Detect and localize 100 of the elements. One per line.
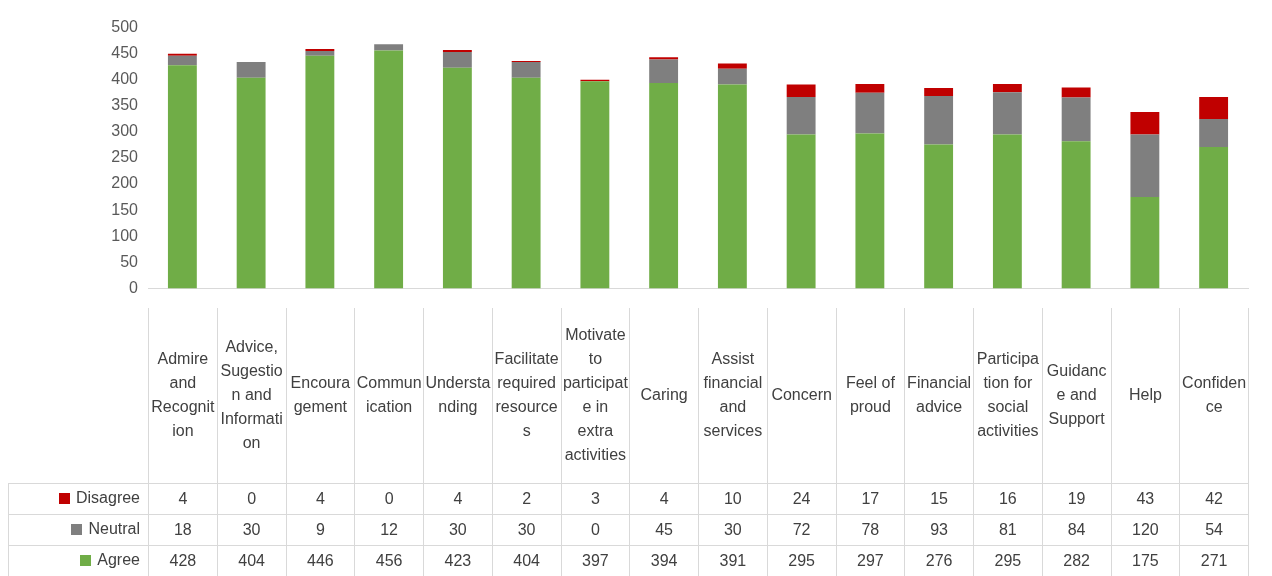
x-tick-label: Participation for social activities: [973, 308, 1043, 483]
y-tick-label: 250: [111, 148, 139, 166]
bar: [717, 84, 747, 289]
bar: [992, 92, 1022, 135]
data-label: 93: [904, 514, 974, 545]
bar: [855, 133, 885, 289]
bar: [1199, 96, 1229, 119]
data-label: 423: [423, 545, 493, 576]
data-label: 10: [698, 483, 768, 514]
data-label: 16: [973, 483, 1043, 514]
data-label: 4: [629, 483, 699, 514]
data-label: 72: [767, 514, 836, 545]
data-label: 4: [423, 483, 493, 514]
y-tick-label: 400: [111, 70, 139, 88]
data-label: 2: [492, 483, 561, 514]
data-label: 24: [767, 483, 836, 514]
bar: [717, 63, 747, 69]
x-tick-label: Facilitate required resources: [492, 308, 561, 483]
data-label: 19: [1042, 483, 1111, 514]
bar: [717, 68, 747, 85]
data-label: 0: [217, 483, 286, 514]
data-label: 394: [629, 545, 699, 576]
data-label: 175: [1111, 545, 1180, 576]
bar: [511, 62, 541, 78]
bar: [855, 83, 885, 93]
data-label: 4: [286, 483, 355, 514]
bar: [1199, 118, 1229, 148]
bar: [1130, 112, 1160, 135]
legend-label: Neutral: [88, 520, 140, 539]
data-label: 276: [904, 545, 974, 576]
bar: [786, 96, 816, 135]
data-label: 456: [354, 545, 424, 576]
data-label: 404: [217, 545, 286, 576]
bar: [924, 144, 954, 289]
bar: [1061, 97, 1091, 142]
bar: [305, 51, 335, 56]
data-label: 81: [973, 514, 1043, 545]
bar: [1130, 197, 1160, 289]
bar: [1199, 147, 1229, 289]
y-tick-label: 0: [129, 278, 139, 296]
data-label: 30: [698, 514, 768, 545]
x-tick-label: Guidance and Support: [1042, 308, 1111, 483]
bar: [992, 83, 1022, 93]
data-label: 428: [148, 545, 218, 576]
data-label: 446: [286, 545, 355, 576]
data-label: 0: [561, 514, 630, 545]
bar: [786, 134, 816, 289]
data-label: 42: [1179, 483, 1249, 514]
bar: [924, 95, 954, 145]
bar: [992, 134, 1022, 289]
bar: [442, 67, 472, 289]
data-label: 391: [698, 545, 768, 576]
y-tick-label: 500: [111, 18, 139, 36]
data-label: 30: [492, 514, 561, 545]
bar: [1061, 87, 1091, 98]
x-tick-label: Communication: [354, 308, 424, 483]
x-tick-label: Help: [1111, 308, 1180, 483]
bar: [511, 77, 541, 289]
x-tick-label: Confidence: [1179, 308, 1249, 483]
data-label: 3: [561, 483, 630, 514]
data-label: 0: [354, 483, 424, 514]
bar: [236, 77, 266, 289]
x-tick-label: Advice, Sugestion and Information: [217, 308, 286, 483]
bar: [305, 55, 335, 289]
x-tick-label: Concern: [767, 308, 836, 483]
data-label: 43: [1111, 483, 1180, 514]
legend-label: Disagree: [75, 489, 140, 508]
data-label: 9: [286, 514, 355, 545]
y-tick-label: 450: [111, 44, 139, 62]
data-label: 18: [148, 514, 218, 545]
y-tick-label: 100: [111, 226, 139, 244]
bar: [580, 81, 610, 289]
bar: [442, 50, 472, 53]
data-label: 17: [836, 483, 905, 514]
data-label: 30: [217, 514, 286, 545]
bar: [236, 62, 266, 78]
data-label: 271: [1179, 545, 1249, 576]
bar: [374, 44, 404, 51]
bar: [1061, 141, 1091, 289]
data-label: 30: [423, 514, 493, 545]
bar: [924, 88, 954, 96]
data-label: 4: [148, 483, 218, 514]
x-tick-label: Encouragement: [286, 308, 355, 483]
y-tick-label: 300: [111, 122, 139, 140]
y-tick-label: 200: [111, 174, 139, 192]
data-label: 404: [492, 545, 561, 576]
data-label: 295: [767, 545, 836, 576]
data-label: 12: [354, 514, 424, 545]
data-label: 84: [1042, 514, 1111, 545]
data-label: 45: [629, 514, 699, 545]
data-label: 297: [836, 545, 905, 576]
x-tick-label: Motivate to participate in extra activities: [561, 308, 630, 483]
data-label: 397: [561, 545, 630, 576]
bar: [649, 59, 679, 83]
bar: [305, 48, 335, 52]
x-tick-label: Assist financial and services: [698, 308, 768, 483]
bar: [167, 55, 197, 66]
data-label: 15: [904, 483, 974, 514]
bar: [786, 84, 816, 97]
y-tick-label: 50: [120, 252, 139, 270]
